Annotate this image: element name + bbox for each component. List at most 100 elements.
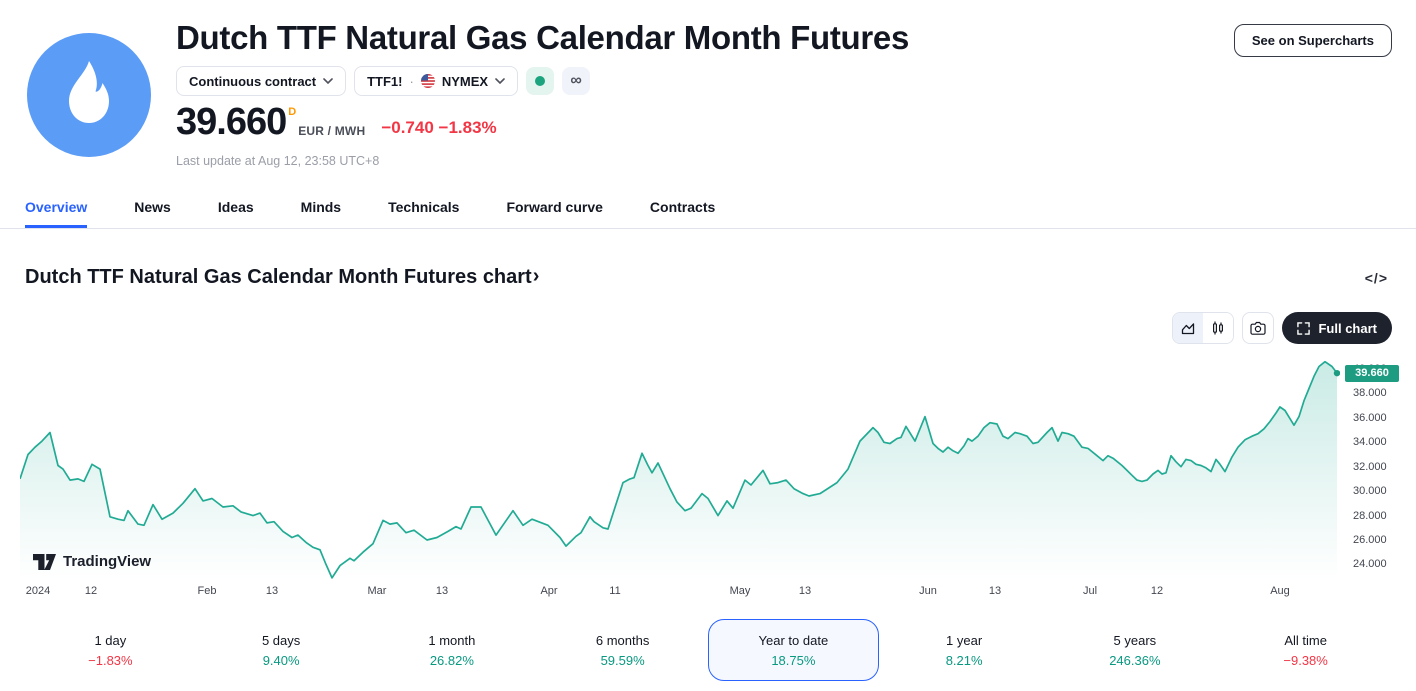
tab-minds[interactable]: Minds xyxy=(300,199,342,215)
chevron-right-icon: › xyxy=(532,265,540,287)
area-fill xyxy=(20,361,1337,580)
tab-news[interactable]: News xyxy=(134,199,171,215)
period-label: 1 year xyxy=(946,632,983,648)
symbol-label: TTF1! xyxy=(367,73,403,89)
exchange-label: NYMEX xyxy=(441,73,489,89)
tab-contracts[interactable]: Contracts xyxy=(649,199,716,215)
period-label: All time xyxy=(1284,632,1327,648)
tradingview-watermark[interactable]: TradingView xyxy=(33,553,151,570)
price-axis[interactable]: 39.660 40.00038.00036.00034.00032.00030.… xyxy=(1345,358,1414,582)
last-price: 39.660 xyxy=(176,101,287,143)
period-label: 1 day xyxy=(94,632,127,648)
period-1-year[interactable]: 1 year 8.21% xyxy=(879,619,1050,681)
y-axis-label: 28.000 xyxy=(1353,509,1387,522)
time-axis[interactable]: 2024 12 Feb 13 Mar 13 Apr 11 May 13 Jun 13 Jul 12 Aug xyxy=(20,585,1340,599)
price-change: −0.740 −1.83% xyxy=(381,118,496,138)
expiration-infinity-button[interactable]: ∞ xyxy=(562,67,591,95)
period-1-month[interactable]: 1 month 26.82% xyxy=(367,619,538,681)
timeframe-flag: D xyxy=(288,106,297,118)
x-axis-label: Aug xyxy=(1270,585,1290,597)
full-chart-label: Full chart xyxy=(1318,320,1377,336)
contract-type-dropdown[interactable]: Continuous contract xyxy=(176,66,347,96)
page-title: Dutch TTF Natural Gas Calendar Month Fut… xyxy=(176,19,910,56)
x-axis-label: 13 xyxy=(265,585,279,597)
market-open-dot-icon xyxy=(535,76,546,86)
period-selector: 1 day −1.83% 5 days 9.40% 1 month 26.82% 6 mon… xyxy=(25,619,1391,681)
x-axis-label: 11 xyxy=(609,585,621,597)
period-change-value: −9.38% xyxy=(1283,652,1328,668)
period-year-to-date[interactable]: Year to date 18.75% xyxy=(708,619,879,681)
tab-ideas[interactable]: Ideas xyxy=(217,199,254,215)
x-axis-label: 13 xyxy=(988,585,1002,597)
chart-section-title: Dutch TTF Natural Gas Calendar Month Fut… xyxy=(25,266,532,288)
x-axis-label: 12 xyxy=(1150,585,1164,597)
chart-section-title-link[interactable]: Dutch TTF Natural Gas Calendar Month Fut… xyxy=(25,265,540,289)
y-axis-label: 38.000 xyxy=(1353,387,1387,400)
candles-chart-type-button[interactable] xyxy=(1203,313,1234,343)
us-flag-icon xyxy=(420,74,435,88)
period-label: 6 months xyxy=(595,632,650,648)
price-block: 39.660 D EUR / MWH −0.740 −1.83% xyxy=(176,103,497,141)
symbol-flame-logo xyxy=(27,33,151,157)
price-unit: EUR / MWH xyxy=(298,124,366,138)
x-axis-label: Feb xyxy=(197,585,217,597)
x-axis-label: May xyxy=(729,585,751,597)
period-5-years[interactable]: 5 years 246.36% xyxy=(1050,619,1221,681)
period-change-value: 246.36% xyxy=(1109,652,1161,668)
market-status-button[interactable] xyxy=(526,67,555,95)
x-axis-label: 13 xyxy=(435,585,449,597)
tab-forward-curve[interactable]: Forward curve xyxy=(506,199,603,215)
full-chart-button[interactable]: Full chart xyxy=(1282,312,1392,344)
x-axis-label: Apr xyxy=(540,585,558,597)
last-update-text: Last update at Aug 12, 23:58 UTC+8 xyxy=(176,154,380,168)
x-axis-label: Jun xyxy=(919,585,937,597)
fullscreen-icon xyxy=(1297,321,1311,335)
snapshot-button[interactable] xyxy=(1242,312,1275,344)
period-change-value: 8.21% xyxy=(945,652,983,668)
chevron-down-icon xyxy=(323,78,333,84)
y-axis-label: 30.000 xyxy=(1353,485,1387,498)
chart-toolbar: Full chart xyxy=(1172,312,1392,344)
period-label: Year to date xyxy=(758,632,829,648)
last-price-badge: 39.660 xyxy=(1345,364,1399,382)
watermark-label: TradingView xyxy=(63,553,152,570)
period-6-months[interactable]: 6 months 59.59% xyxy=(537,619,708,681)
last-price-marker xyxy=(1333,369,1341,377)
x-axis-label: 12 xyxy=(84,585,98,597)
y-axis-label: 26.000 xyxy=(1353,533,1387,546)
tabs: Overview News Ideas Minds Technicals Forward … xyxy=(25,199,715,228)
x-axis-label: Mar xyxy=(367,585,387,597)
period-change-value: 59.59% xyxy=(600,652,645,668)
area-chart-type-button[interactable] xyxy=(1173,313,1204,343)
separator-dot: · xyxy=(409,73,414,89)
period-label: 5 years xyxy=(1113,632,1157,648)
period-label: 1 month xyxy=(428,632,476,648)
area-chart-icon xyxy=(1182,323,1195,335)
period-change-value: 9.40% xyxy=(262,652,300,668)
contract-type-label: Continuous contract xyxy=(189,73,317,89)
period-1-day[interactable]: 1 day −1.83% xyxy=(25,619,196,681)
chevron-down-icon xyxy=(495,78,505,84)
tabs-separator xyxy=(0,228,1416,229)
symbol-controls: Continuous contract TTF1! · NYMEX xyxy=(176,66,591,96)
period-change-value: −1.83% xyxy=(88,652,133,668)
tab-technicals[interactable]: Technicals xyxy=(388,199,460,215)
symbol-dropdown[interactable]: TTF1! · NYMEX xyxy=(354,66,519,96)
x-axis-label: 13 xyxy=(798,585,812,597)
price-line xyxy=(19,360,1338,579)
embed-code-icon[interactable]: </> xyxy=(1364,270,1388,286)
tab-overview[interactable]: Overview xyxy=(25,199,87,228)
chart-type-switch xyxy=(1172,312,1235,344)
x-axis-label: 2024 xyxy=(25,585,51,597)
period-5-days[interactable]: 5 days 9.40% xyxy=(196,619,367,681)
see-on-supercharts-button[interactable]: See on Supercharts xyxy=(1233,24,1392,57)
period-change-value: 18.75% xyxy=(771,652,816,668)
price-area-chart xyxy=(19,360,1341,580)
y-axis-label: 34.000 xyxy=(1353,436,1387,449)
price-chart-plot[interactable] xyxy=(19,358,1341,580)
y-axis-label: 32.000 xyxy=(1353,460,1387,473)
period-label: 5 days xyxy=(261,632,301,648)
flame-icon xyxy=(27,33,151,157)
period-all-time[interactable]: All time −9.38% xyxy=(1220,619,1391,681)
